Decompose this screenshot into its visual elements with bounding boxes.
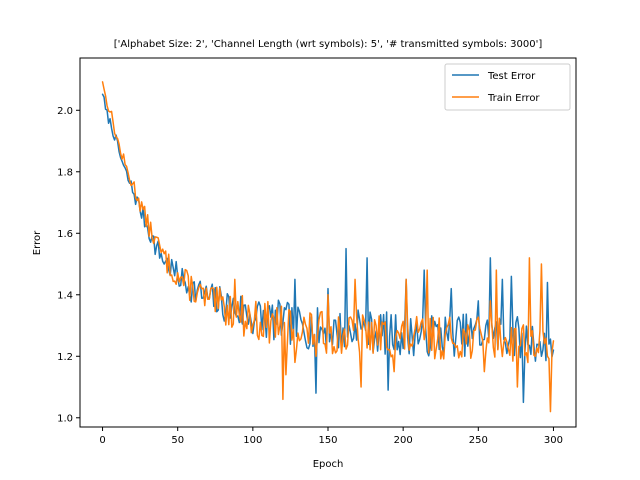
y-tick-label: 1.4 xyxy=(57,290,73,301)
x-tick-label: 200 xyxy=(394,435,413,446)
series-layer xyxy=(101,81,555,413)
y-axis: 1.0 1.2 1.4 1.6 1.8 2.0 xyxy=(57,106,80,424)
legend-label-test-error: Test Error xyxy=(487,71,536,82)
series-line-train-error xyxy=(101,81,555,413)
x-tick-label: 100 xyxy=(243,435,262,446)
chart-title: ['Alphabet Size: 2', 'Channel Length (wr… xyxy=(114,39,543,50)
y-axis-label: Error xyxy=(32,230,43,255)
x-tick-label: 0 xyxy=(99,435,105,446)
x-tick-label: 300 xyxy=(544,435,563,446)
x-axis-label: Epoch xyxy=(313,459,344,470)
y-tick-label: 2.0 xyxy=(57,106,73,117)
y-tick-label: 1.0 xyxy=(57,413,73,424)
x-tick-label: 150 xyxy=(318,435,337,446)
y-tick-label: 1.8 xyxy=(57,167,73,178)
x-tick-label: 250 xyxy=(469,435,488,446)
x-tick-label: 50 xyxy=(171,435,184,446)
legend: Test Error Train Error xyxy=(444,63,571,111)
x-axis: 0 50 100 150 200 250 300 xyxy=(99,427,563,446)
y-tick-label: 1.2 xyxy=(57,352,73,363)
legend-label-train-error: Train Error xyxy=(487,93,540,104)
y-tick-label: 1.6 xyxy=(57,229,73,240)
